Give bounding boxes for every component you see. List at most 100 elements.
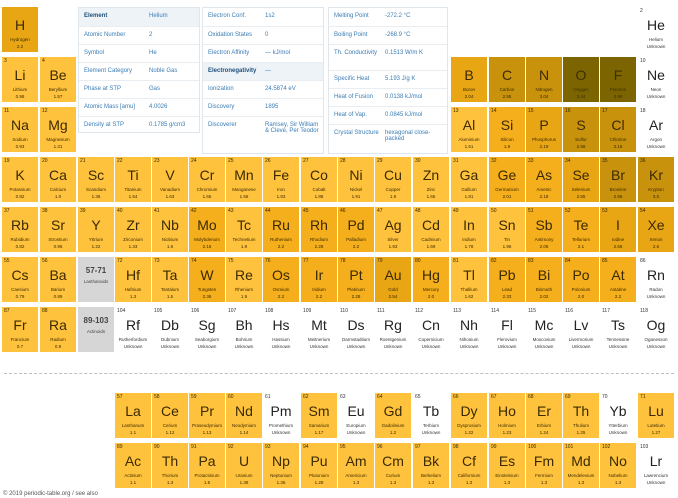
element-cell-hs[interactable]: 108 Hs Hassium Unknown — [263, 307, 299, 352]
element-cell-lu[interactable]: 71 Lu Lutetium 1.27 — [638, 393, 674, 438]
element-cell-lv[interactable]: 116 Lv Livermorium Unknown — [563, 307, 599, 352]
element-cell-au[interactable]: 79 Au Gold 2.54 — [375, 257, 411, 302]
element-cell-mo[interactable]: 42 Mo Molybdenum 2.16 — [189, 207, 225, 252]
element-cell-p[interactable]: 15 P Phosphorus 2.19 — [526, 107, 562, 152]
element-cell-pm[interactable]: 61 Pm Promethium Unknown — [263, 393, 299, 438]
element-cell-he[interactable]: 2 He Helium Unknown — [638, 7, 674, 52]
element-cell-at[interactable]: 85 At Astatine 2.2 — [600, 257, 636, 302]
element-cell-fr[interactable]: 87 Fr Francium 0.7 — [2, 307, 38, 352]
element-cell-zr[interactable]: 40 Zr Zirconium 1.33 — [115, 207, 151, 252]
element-cell-og[interactable]: 118 Og Oganesson Unknown — [638, 307, 674, 352]
element-cell-bk[interactable]: 97 Bk Berkelium 1.3 — [413, 443, 449, 488]
element-cell-rh[interactable]: 45 Rh Rhodium 2.28 — [301, 207, 337, 252]
element-cell-xe[interactable]: 54 Xe Xenon 2.6 — [638, 207, 674, 252]
element-cell-bh[interactable]: 107 Bh Bohrium Unknown — [226, 307, 262, 352]
element-cell-th[interactable]: 69 Th Thulium 1.25 — [563, 393, 599, 438]
element-cell-eu[interactable]: 63 Eu Europium Unknown — [338, 393, 374, 438]
element-cell-rf[interactable]: 104 Rf Rutherfordium Unknown — [115, 307, 151, 352]
element-cell-rg[interactable]: 111 Rg Roentgenium Unknown — [375, 307, 411, 352]
element-cell-ts[interactable]: 117 Ts Tennessine Unknown — [600, 307, 636, 352]
element-cell-ne[interactable]: 10 Ne Neon Unknown — [638, 57, 674, 102]
element-cell-h[interactable]: H Hydrogen 2.2 — [2, 7, 38, 52]
element-cell-ra[interactable]: 88 Ra Radium 0.9 — [40, 307, 76, 352]
element-cell-rb[interactable]: 37 Rb Rubidium 0.82 — [2, 207, 38, 252]
element-cell-lr[interactable]: 103 Lr Lawrencium Unknown — [638, 443, 674, 488]
element-cell-cl[interactable]: 17 Cl Chlorine 3.16 — [600, 107, 636, 152]
element-cell-nd[interactable]: 60 Nd Neodymium 1.14 — [226, 393, 262, 438]
element-cell-sr[interactable]: 38 Sr Strontium 0.95 — [40, 207, 76, 252]
element-cell-si[interactable]: 14 Si Silicon 1.9 — [489, 107, 525, 152]
element-cell-f[interactable]: F Fluorine 3.98 — [600, 57, 636, 102]
element-cell-os[interactable]: 76 Os Osmium 2.2 — [263, 257, 299, 302]
element-cell-dy[interactable]: 66 Dy Dysprosium 1.22 — [451, 393, 487, 438]
element-cell-re[interactable]: 75 Re Rhenium 1.9 — [226, 257, 262, 302]
element-cell-th[interactable]: 90 Th Thorium 1.3 — [152, 443, 188, 488]
element-cell-es[interactable]: 99 Es Einsteinium 1.3 — [489, 443, 525, 488]
element-cell-ta[interactable]: 73 Ta Tantalum 1.5 — [152, 257, 188, 302]
element-cell-br[interactable]: 35 Br Bromine 2.96 — [600, 157, 636, 202]
element-cell-nh[interactable]: 113 Nh Nihonium Unknown — [451, 307, 487, 352]
element-cell-ga[interactable]: 31 Ga Gallium 1.81 — [451, 157, 487, 202]
element-cell-np[interactable]: 93 Np Neptunium 1.36 — [263, 443, 299, 488]
element-cell-er[interactable]: 68 Er Erbium 1.24 — [526, 393, 562, 438]
element-cell-hg[interactable]: 80 Hg Mercury 2.0 — [413, 257, 449, 302]
element-cell-sg[interactable]: 106 Sg Seaborgium Unknown — [189, 307, 225, 352]
element-cell-i[interactable]: 53 I Iodine 2.66 — [600, 207, 636, 252]
element-cell-sm[interactable]: 62 Sm Samarium 1.17 — [301, 393, 337, 438]
element-cell-rn[interactable]: 86 Rn Radon Unknown — [638, 257, 674, 302]
element-cell-as[interactable]: 33 As Arsenic 2.18 — [526, 157, 562, 202]
element-cell-sc[interactable]: 21 Sc Scandium 1.36 — [78, 157, 114, 202]
element-cell-ge[interactable]: 32 Ge Germanium 2.01 — [489, 157, 525, 202]
element-cell-ac[interactable]: 89 Ac Actinium 1.1 — [115, 443, 151, 488]
element-cell-y[interactable]: 39 Y Yttrium 1.22 — [78, 207, 114, 252]
element-cell-db[interactable]: 105 Db Dubnium Unknown — [152, 307, 188, 352]
element-cell-yb[interactable]: 70 Yb Ytterbium Unknown — [600, 393, 636, 438]
element-cell-ag[interactable]: 47 Ag Silver 1.93 — [375, 207, 411, 252]
element-cell-co[interactable]: 27 Co Cobalt 1.88 — [301, 157, 337, 202]
element-cell-hf[interactable]: 72 Hf Hafnium 1.3 — [115, 257, 151, 302]
element-cell-o[interactable]: O Oxygen 3.44 — [563, 57, 599, 102]
element-cell-al[interactable]: 13 Al Aluminium 1.61 — [451, 107, 487, 152]
element-cell-ru[interactable]: 44 Ru Ruthenium 2.2 — [263, 207, 299, 252]
series-placeholder[interactable]: 89-103 Actinoids — [78, 307, 114, 352]
element-cell-kr[interactable]: 36 Kr Krypton 3.0 — [638, 157, 674, 202]
element-cell-li[interactable]: 3 Li Lithium 0.98 — [2, 57, 38, 102]
element-cell-cf[interactable]: 98 Cf Californium 1.3 — [451, 443, 487, 488]
element-cell-tl[interactable]: 81 Tl Thallium 1.62 — [451, 257, 487, 302]
element-cell-po[interactable]: 84 Po Polonium 2.0 — [563, 257, 599, 302]
element-cell-la[interactable]: 57 La Lanthanum 1.1 — [115, 393, 151, 438]
element-cell-tb[interactable]: 65 Tb Terbium Unknown — [413, 393, 449, 438]
element-cell-cd[interactable]: 48 Cd Cadmium 1.69 — [413, 207, 449, 252]
element-cell-se[interactable]: 34 Se Selenium 2.55 — [563, 157, 599, 202]
element-cell-tc[interactable]: 43 Tc Technetium 1.9 — [226, 207, 262, 252]
element-cell-ba[interactable]: 56 Ba Barium 0.89 — [40, 257, 76, 302]
element-cell-pa[interactable]: 91 Pa Protactinium 1.5 — [189, 443, 225, 488]
element-cell-cu[interactable]: 29 Cu Copper 1.9 — [375, 157, 411, 202]
element-cell-bi[interactable]: 83 Bi Bismuth 2.02 — [526, 257, 562, 302]
element-cell-k[interactable]: 19 K Potassium 0.82 — [2, 157, 38, 202]
element-cell-cn[interactable]: 112 Cn Copernicium Unknown — [413, 307, 449, 352]
element-cell-ir[interactable]: 77 Ir Iridium 2.2 — [301, 257, 337, 302]
element-cell-am[interactable]: 95 Am Americium 1.3 — [338, 443, 374, 488]
element-cell-fe[interactable]: 26 Fe Iron 1.83 — [263, 157, 299, 202]
element-cell-cm[interactable]: 96 Cm Curium 1.3 — [375, 443, 411, 488]
element-cell-u[interactable]: 92 U Uranium 1.38 — [226, 443, 262, 488]
element-cell-pu[interactable]: 94 Pu Plutonium 1.28 — [301, 443, 337, 488]
element-cell-sb[interactable]: 51 Sb Antimony 2.05 — [526, 207, 562, 252]
element-cell-ho[interactable]: 67 Ho Holmium 1.23 — [489, 393, 525, 438]
element-cell-mt[interactable]: 109 Mt Meitnerium Unknown — [301, 307, 337, 352]
element-cell-pb[interactable]: 82 Pb Lead 2.33 — [489, 257, 525, 302]
element-cell-mc[interactable]: 115 Mc Moscovium Unknown — [526, 307, 562, 352]
element-cell-w[interactable]: 74 W Tungsten 2.36 — [189, 257, 225, 302]
element-cell-nb[interactable]: 41 Nb Niobium 1.6 — [152, 207, 188, 252]
element-cell-c[interactable]: C Carbon 2.55 — [489, 57, 525, 102]
element-cell-cs[interactable]: 55 Cs Caesium 0.79 — [2, 257, 38, 302]
element-cell-in[interactable]: 49 In Indium 1.78 — [451, 207, 487, 252]
element-cell-no[interactable]: 102 No Nobelium 1.3 — [600, 443, 636, 488]
element-cell-be[interactable]: 4 Be Beryllium 1.57 — [40, 57, 76, 102]
element-cell-b[interactable]: B Boron 2.04 — [451, 57, 487, 102]
element-cell-mg[interactable]: 12 Mg Magnesium 1.31 — [40, 107, 76, 152]
element-cell-pd[interactable]: 46 Pd Palladium 2.2 — [338, 207, 374, 252]
element-cell-md[interactable]: 101 Md Mendelevium 1.3 — [563, 443, 599, 488]
element-cell-cr[interactable]: 24 Cr Chromium 1.66 — [189, 157, 225, 202]
